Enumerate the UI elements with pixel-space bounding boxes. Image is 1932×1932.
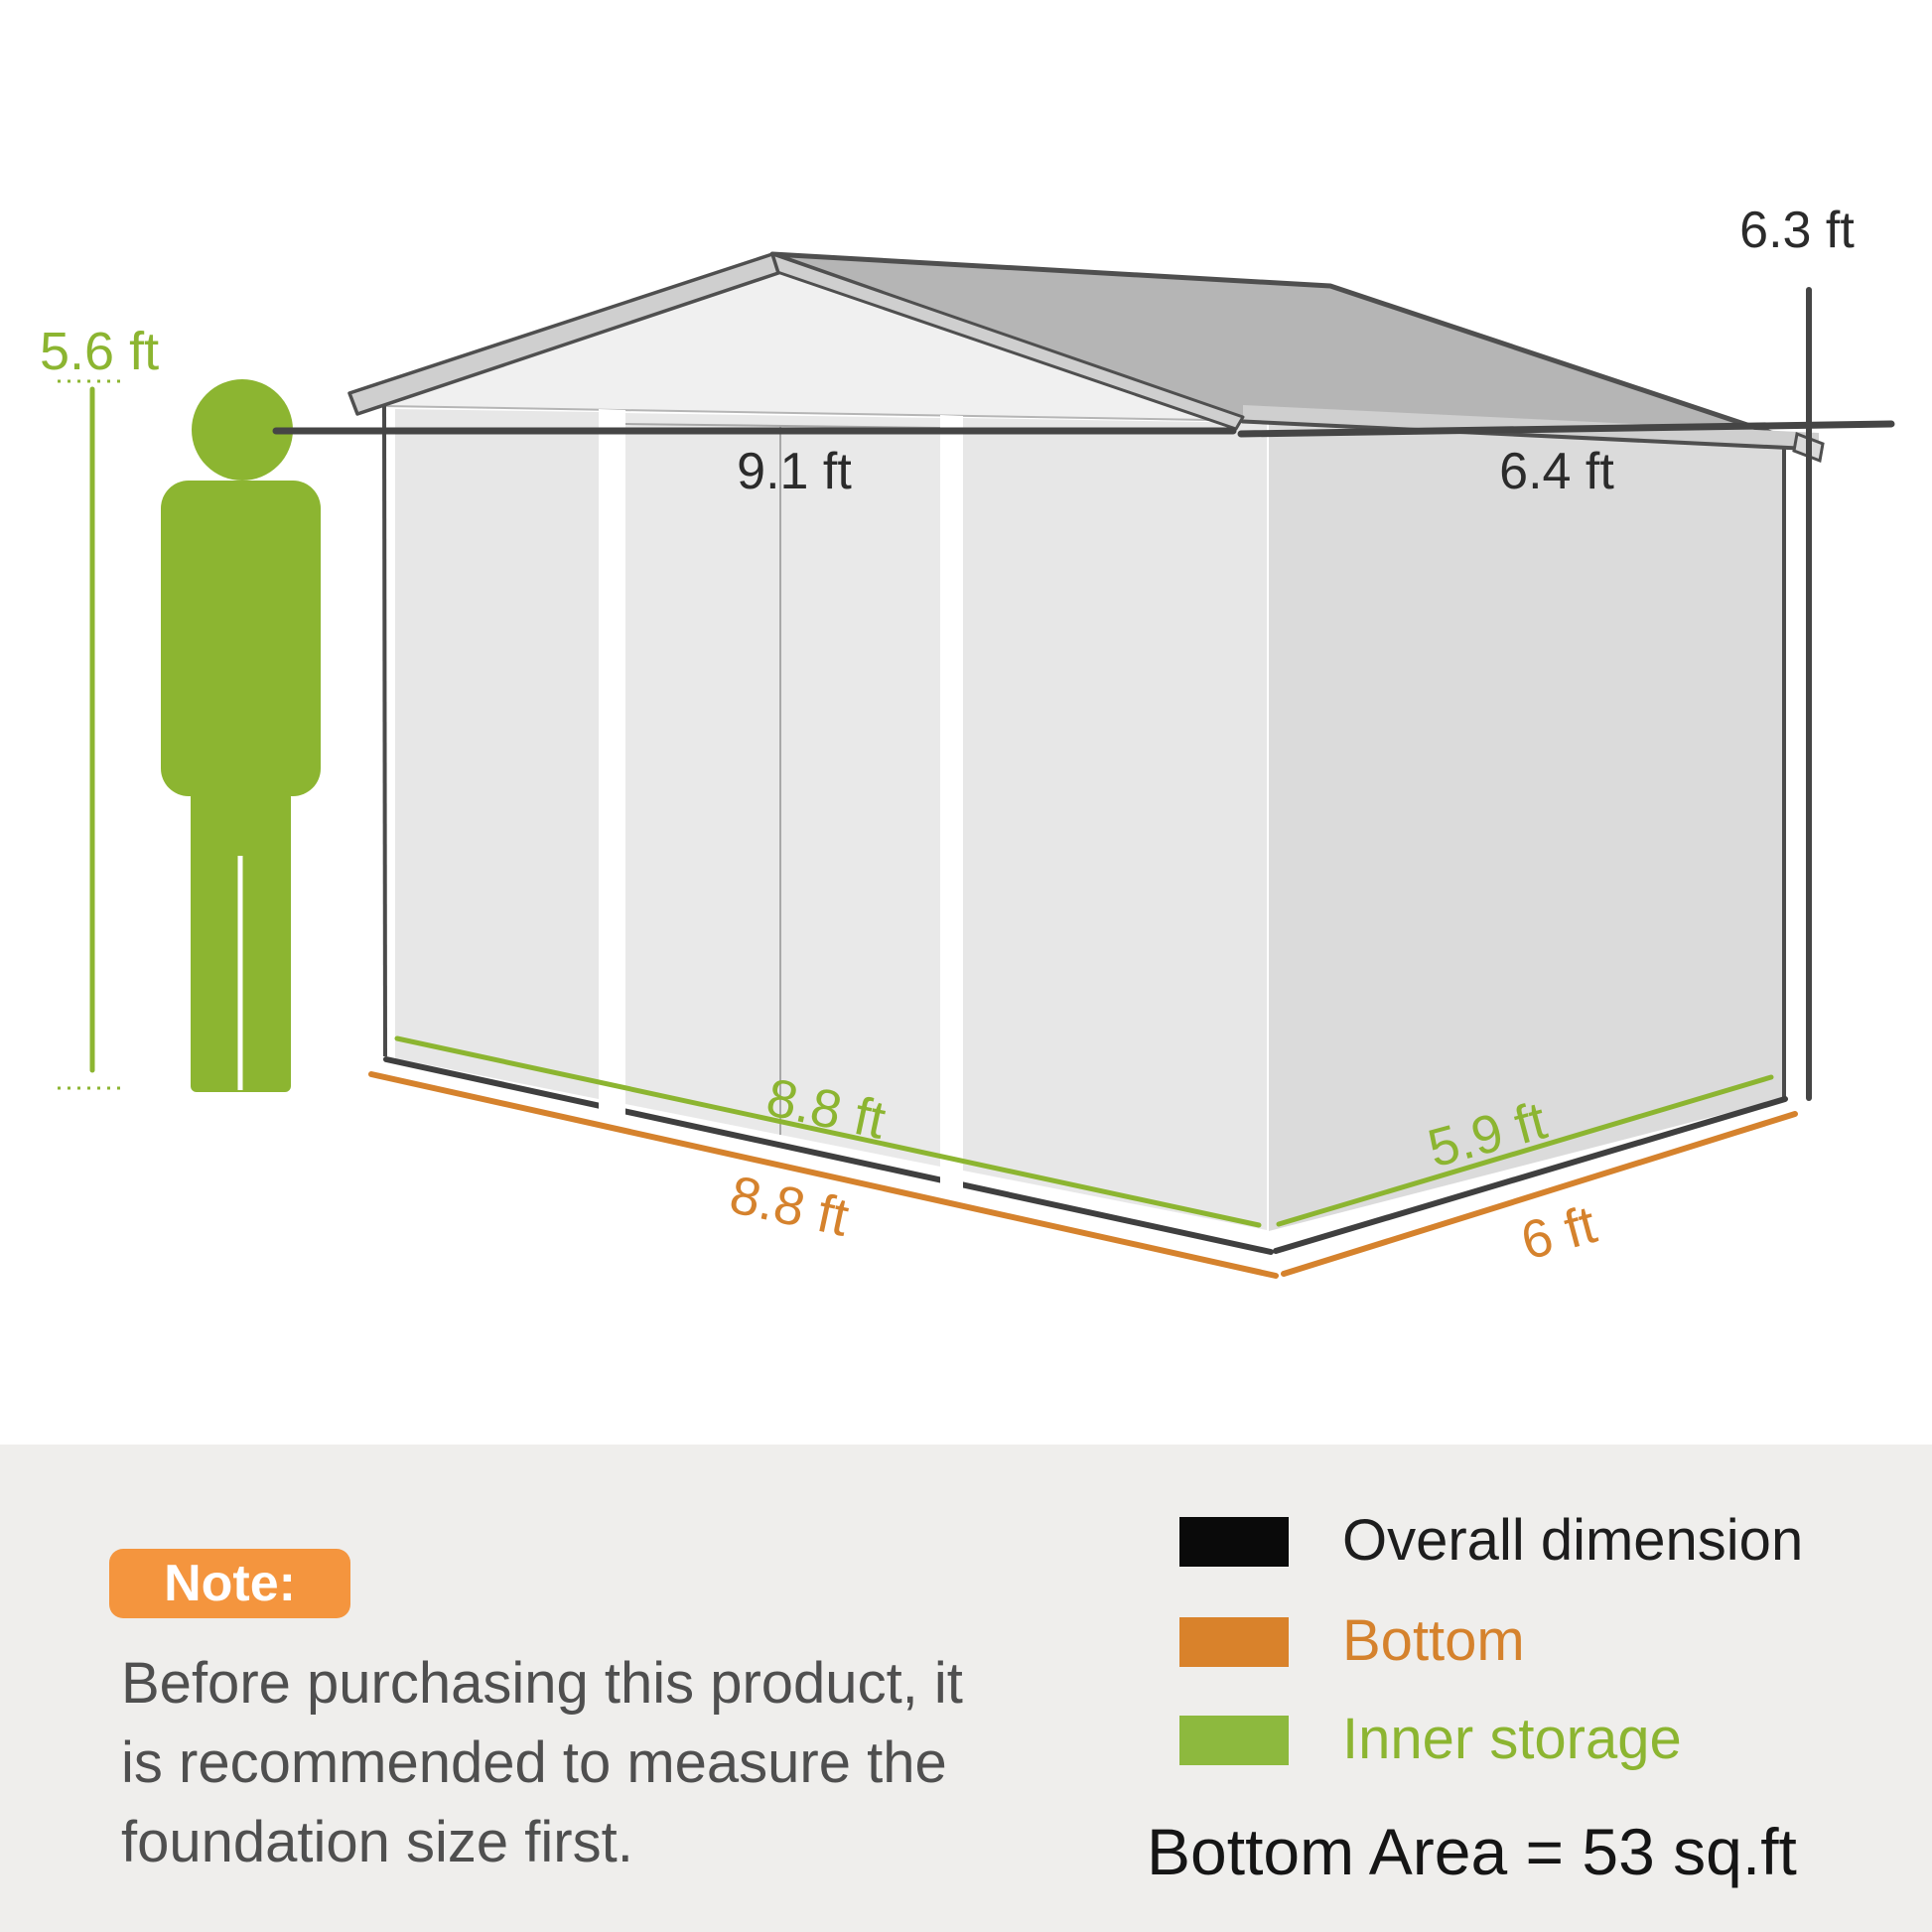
person-torso (161, 481, 321, 796)
front-wall-left-panel (395, 409, 599, 1099)
inner-storage-line-front (394, 1035, 1262, 1228)
door-white-strip-left (599, 409, 625, 1118)
overall-height-label: 6.3 ft (1739, 202, 1855, 259)
legend-label-overall: Overall dimension (1342, 1508, 1804, 1573)
person-figure (161, 379, 321, 1092)
shed-side-wall (1269, 421, 1785, 1231)
shed-door-panel (625, 413, 940, 1167)
note-text-line2: is recommended to measure the (121, 1730, 947, 1795)
front-wall-right-panel (963, 418, 1267, 1230)
bottom-info-band (0, 1445, 1932, 1932)
door-white-strip-right (940, 415, 963, 1193)
shed-gable (384, 260, 1243, 421)
bottom-line-side (1281, 1111, 1798, 1277)
roof-left-rake-band (347, 252, 780, 416)
front-wall-top-edge (383, 405, 1268, 422)
bottom-area-text: Bottom Area = 53 sq.ft (1147, 1815, 1797, 1888)
legend-label-inner: Inner storage (1342, 1707, 1682, 1771)
overall-depth-label: 6.4 ft (1499, 443, 1614, 500)
legend-swatch-bottom (1179, 1617, 1289, 1667)
shed-body (382, 260, 1788, 1255)
note-badge: Note: (109, 1549, 350, 1618)
door-top-edge (624, 423, 941, 429)
legend-swatch-inner (1179, 1716, 1289, 1765)
inner-storage-line-side (1276, 1074, 1774, 1227)
base-outline-front (383, 1056, 1274, 1255)
person-height-measure (58, 379, 127, 1090)
overall-depth-line (1237, 420, 1895, 438)
base-outline-side (1273, 1096, 1788, 1254)
person-head (192, 379, 293, 481)
note-text-line1: Before purchasing this product, it (121, 1651, 963, 1716)
person-height-label: 5.6 ft (40, 322, 160, 381)
overall-width-label: 9.1 ft (737, 443, 852, 500)
note-text-line3: foundation size first. (121, 1810, 633, 1874)
roof-eave-edge (1242, 419, 1820, 451)
legend-label-bottom: Bottom (1342, 1608, 1525, 1673)
front-wall-left-edge (382, 405, 387, 1057)
legend-swatch-overall (1179, 1517, 1289, 1567)
bottom-line-front (368, 1071, 1279, 1279)
shed-roof (347, 251, 1825, 464)
